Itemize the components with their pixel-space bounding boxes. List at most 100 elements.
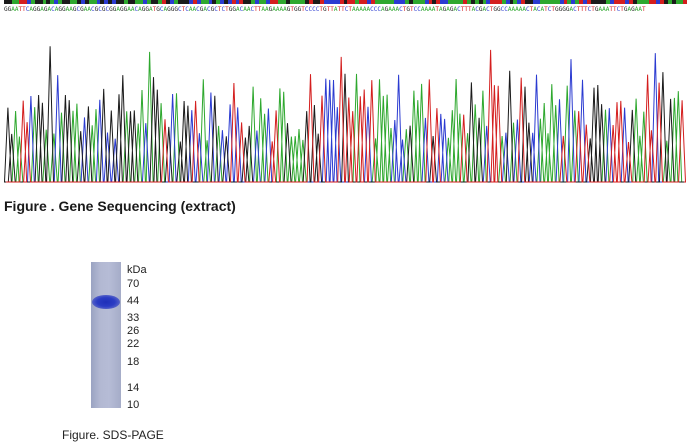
- base-strip-cell: [92, 0, 97, 4]
- base-strip-cell: [123, 0, 128, 4]
- base-strip-cell: [432, 0, 437, 4]
- base-strip-cell: [96, 0, 101, 4]
- base-letter: C: [475, 6, 479, 13]
- base-letter: G: [62, 6, 66, 13]
- base-strip-cell: [598, 0, 603, 4]
- base-letter: G: [442, 6, 447, 13]
- base-strip-cell: [393, 0, 398, 4]
- base-strip-cell: [451, 0, 456, 4]
- base-letter: A: [355, 6, 360, 13]
- base-strip-cell: [633, 0, 637, 4]
- trace-C: [6, 53, 684, 183]
- base-strip-cell: [397, 0, 402, 4]
- base-letter: A: [11, 6, 15, 13]
- base-letter: A: [391, 6, 396, 13]
- base-strip-cell: [154, 0, 159, 4]
- base-strip-cell: [498, 0, 502, 4]
- base-letter: C: [344, 6, 349, 13]
- base-color-strip: [4, 0, 688, 4]
- base-strip-cell: [332, 0, 336, 4]
- base-letter: T: [217, 6, 222, 13]
- base-letter: C: [315, 6, 320, 13]
- base-letter: A: [424, 6, 429, 13]
- base-strip-cell: [301, 0, 306, 4]
- base-letter: G: [286, 6, 291, 13]
- base-letter: C: [526, 6, 530, 13]
- base-letter: G: [623, 6, 628, 13]
- base-letter: A: [352, 6, 356, 13]
- base-letter: A: [272, 6, 276, 13]
- base-letter: G: [449, 6, 454, 13]
- base-strip-cell: [567, 0, 572, 4]
- base-strip-cell: [247, 0, 251, 4]
- base-letter: A: [395, 6, 400, 13]
- base-letter: G: [33, 6, 37, 13]
- base-strip-cell: [366, 0, 371, 4]
- sequence-text: GGAATTCAGGAGACAGGAAGCGAACGCGCGGAGGAACAGG…: [4, 5, 686, 17]
- base-letter: C: [25, 6, 30, 13]
- base-letter: A: [471, 6, 476, 13]
- base-letter: C: [417, 6, 421, 13]
- base-letter: G: [497, 6, 501, 13]
- base-strip-cell: [166, 0, 170, 4]
- base-strip-cell: [227, 0, 232, 4]
- base-letter: A: [446, 6, 450, 13]
- base-strip-cell: [243, 0, 248, 4]
- base-letter: A: [605, 6, 610, 13]
- base-strip-cell: [555, 0, 560, 4]
- base-letter: C: [178, 6, 182, 13]
- base-strip-cell: [652, 0, 657, 4]
- base-strip-cell: [162, 0, 167, 4]
- base-strip-cell: [602, 0, 607, 4]
- base-strip-cell: [389, 0, 394, 4]
- base-strip-cell: [50, 0, 55, 4]
- marker-14: 14: [127, 382, 140, 394]
- base-strip-cell: [362, 0, 367, 4]
- base-strip-cell: [382, 0, 387, 4]
- base-letter: C: [207, 6, 211, 13]
- base-letter: T: [576, 6, 581, 13]
- base-strip-cell: [440, 0, 444, 4]
- base-letter: G: [565, 6, 570, 13]
- base-letter: C: [373, 6, 378, 13]
- base-strip-cell: [420, 0, 425, 4]
- base-letter: C: [185, 6, 189, 13]
- base-letter: A: [130, 6, 135, 13]
- base-strip-cell: [61, 0, 66, 4]
- base-letter: C: [214, 6, 218, 13]
- base-strip-cell: [73, 0, 78, 4]
- base-letter: G: [109, 6, 113, 13]
- base-strip-cell: [355, 0, 360, 4]
- base-strip-cell: [81, 0, 86, 4]
- base-letter: C: [91, 6, 95, 13]
- base-letter: T: [181, 6, 186, 13]
- base-strip-cell: [204, 0, 209, 4]
- base-letter: T: [330, 6, 334, 13]
- base-letter: G: [478, 6, 483, 13]
- base-strip-cell: [586, 0, 591, 4]
- base-letter: C: [221, 6, 226, 13]
- base-strip-cell: [289, 0, 294, 4]
- base-strip-cell: [525, 0, 529, 4]
- base-strip-cell: [274, 0, 279, 4]
- base-letter: G: [145, 6, 149, 13]
- base-strip-cell: [405, 0, 410, 4]
- base-strip-cell: [312, 0, 317, 4]
- base-letter: A: [522, 6, 526, 13]
- base-letter: G: [268, 6, 273, 13]
- base-strip-cell: [316, 0, 321, 4]
- base-letter: A: [14, 6, 19, 13]
- base-letter: C: [159, 6, 164, 13]
- base-strip-cell: [115, 0, 120, 4]
- base-strip-cell: [351, 0, 356, 4]
- base-letter: C: [250, 6, 255, 13]
- base-letter: T: [544, 6, 548, 13]
- base-letter: G: [232, 6, 236, 13]
- protein-band: [92, 295, 120, 309]
- base-letter: G: [7, 6, 12, 13]
- base-letter: C: [547, 6, 552, 13]
- base-strip-cell: [285, 0, 290, 4]
- base-strip-cell: [575, 0, 580, 4]
- base-strip-cell: [181, 0, 186, 4]
- base-letter: C: [486, 6, 490, 13]
